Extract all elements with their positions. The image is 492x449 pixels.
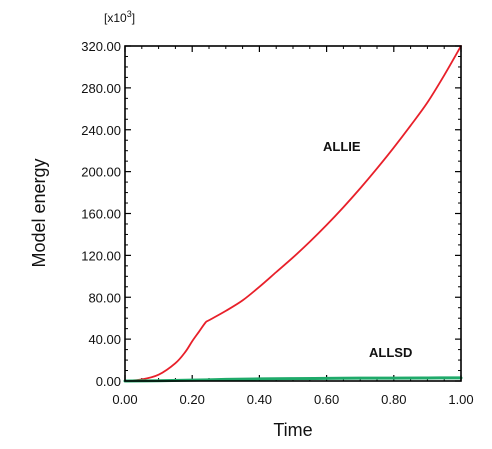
- x-tick-label: 0.40: [247, 392, 272, 407]
- x-tick-label: 0.00: [112, 392, 137, 407]
- series-label-allie: ALLIE: [323, 139, 361, 154]
- x-tick-label: 0.20: [180, 392, 205, 407]
- y-axis-ticks: 0.00 40.00 80.00 120.00 160.00 200.00 240.00 28…: [81, 39, 461, 389]
- series-label-allsd: ALLSD: [369, 345, 412, 360]
- y-tick-label: 40.00: [88, 332, 121, 347]
- y-tick-label: 0.00: [96, 374, 121, 389]
- y-tick-label: 280.00: [81, 81, 121, 96]
- y-tick-label: 240.00: [81, 123, 121, 138]
- y-tick-label: 120.00: [81, 248, 121, 263]
- y-tick-label: 80.00: [88, 290, 121, 305]
- x-tick-label: 0.80: [381, 392, 406, 407]
- x-axis-ticks: 0.00 0.20 0.40 0.60 0.80 1.00: [112, 46, 474, 407]
- y-tick-label: 320.00: [81, 39, 121, 54]
- x-tick-label: 1.00: [448, 392, 473, 407]
- series-layer: [123, 45, 463, 383]
- y-multiplier-label: [x103]: [104, 9, 135, 25]
- plot-frame: [124, 45, 462, 382]
- x-tick-label: 0.60: [314, 392, 339, 407]
- y-tick-label: 200.00: [81, 165, 121, 180]
- x-axis-title: Time: [273, 420, 312, 440]
- y-tick-label: 160.00: [81, 207, 121, 222]
- series-line-allie: [124, 45, 462, 382]
- y-axis-title: Model energy: [29, 158, 49, 267]
